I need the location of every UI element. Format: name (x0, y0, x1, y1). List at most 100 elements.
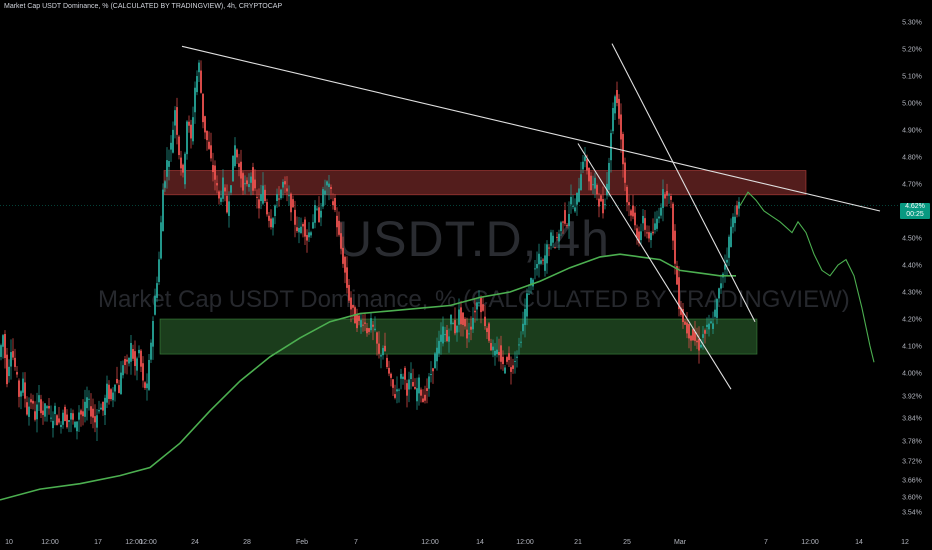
candle (194, 81, 196, 124)
candle (150, 339, 152, 363)
candle-body (478, 302, 480, 304)
candle (50, 405, 52, 423)
candle (484, 305, 486, 330)
candle-body (248, 184, 250, 188)
candle (398, 388, 400, 403)
candle (730, 218, 732, 248)
x-tick-label: 7 (354, 539, 358, 546)
candle (274, 204, 276, 225)
candle-body (112, 392, 114, 401)
candle (506, 355, 508, 365)
candle-body (494, 350, 496, 356)
candle (388, 360, 390, 377)
projection-line (739, 191, 875, 363)
candle-body (182, 164, 184, 173)
candle (126, 354, 128, 375)
y-tick-label: 4.50% (902, 236, 922, 243)
candle (738, 197, 740, 217)
candle (184, 151, 186, 189)
candle-body (170, 142, 172, 150)
candle (372, 321, 374, 341)
candle (278, 186, 280, 207)
candle-body (48, 405, 50, 409)
candle-body (244, 183, 246, 185)
candle (198, 59, 200, 83)
candle-body (8, 366, 10, 377)
candle-body (734, 216, 736, 224)
candle-body (558, 233, 560, 242)
candle-body (514, 360, 516, 362)
candle-body (466, 329, 468, 339)
candle-body (102, 401, 104, 411)
candle-body (336, 215, 338, 228)
candle-body (410, 373, 412, 380)
candle-body (124, 359, 126, 366)
x-tick-label: 12 (901, 539, 909, 546)
candle-body (242, 173, 244, 191)
candle (418, 374, 420, 406)
candle-body (246, 180, 248, 185)
candle-body (320, 210, 322, 218)
candle (294, 200, 296, 238)
candle-body (204, 116, 206, 133)
candle (704, 328, 706, 344)
candle (156, 276, 158, 303)
candle (2, 334, 4, 359)
candle-body (358, 315, 360, 321)
candle (264, 184, 266, 204)
candle-body (22, 378, 24, 393)
candle (488, 321, 490, 343)
candle (54, 402, 56, 426)
candle-body (194, 87, 196, 113)
x-tick-label: 12:00 (421, 539, 439, 546)
candle-body (618, 98, 620, 119)
candle-body (512, 365, 514, 369)
candle (692, 328, 694, 342)
candle (304, 216, 306, 245)
candle (572, 194, 574, 210)
candle-body (6, 354, 8, 385)
candle-body (20, 391, 22, 397)
candle-body (38, 395, 40, 403)
candle-body (138, 349, 140, 354)
candle (208, 131, 210, 151)
candle (410, 362, 412, 390)
candle (100, 403, 102, 410)
candle (508, 346, 510, 367)
candle-body (154, 295, 156, 315)
candle (324, 179, 326, 205)
candle (518, 337, 520, 355)
candle (492, 339, 494, 358)
candle (438, 330, 440, 357)
y-tick-label: 3.84% (902, 416, 922, 423)
candle-body (370, 318, 372, 331)
candle-body (528, 293, 530, 295)
candle (98, 400, 100, 414)
candle-body (374, 328, 376, 331)
candle-body (306, 235, 308, 241)
candle-body (380, 355, 382, 357)
candle-body (496, 349, 498, 355)
candle (364, 313, 366, 332)
candle-body (560, 222, 562, 232)
candle-body (2, 335, 4, 347)
candle-body (202, 93, 204, 123)
candle-body (256, 196, 258, 198)
candle-body (660, 207, 662, 216)
candle-body (474, 310, 476, 313)
support-zone (159, 318, 758, 355)
candle (710, 317, 712, 324)
candle-body (638, 231, 640, 243)
chart-title: Market Cap USDT Dominance, % (CALCULATED… (4, 3, 283, 10)
candle-body (562, 221, 564, 223)
candle (386, 354, 388, 370)
candle-body (490, 343, 492, 351)
candle-body (240, 161, 242, 179)
candle-body (288, 195, 290, 197)
candle (486, 326, 488, 340)
candle (36, 392, 38, 433)
x-tick-label: 12:00 (125, 539, 143, 546)
candle-body (522, 323, 524, 332)
